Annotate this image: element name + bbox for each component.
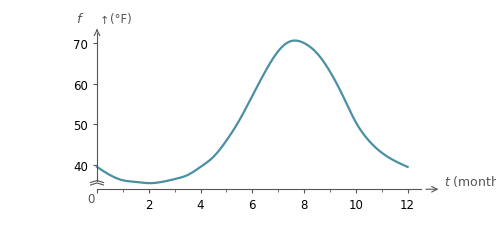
Text: $\uparrow$: $\uparrow$ — [97, 13, 108, 26]
Text: 0: 0 — [87, 193, 94, 206]
Text: $t$ (months): $t$ (months) — [444, 173, 496, 188]
Text: $f$: $f$ — [76, 12, 84, 26]
Text: (°F): (°F) — [110, 13, 132, 26]
